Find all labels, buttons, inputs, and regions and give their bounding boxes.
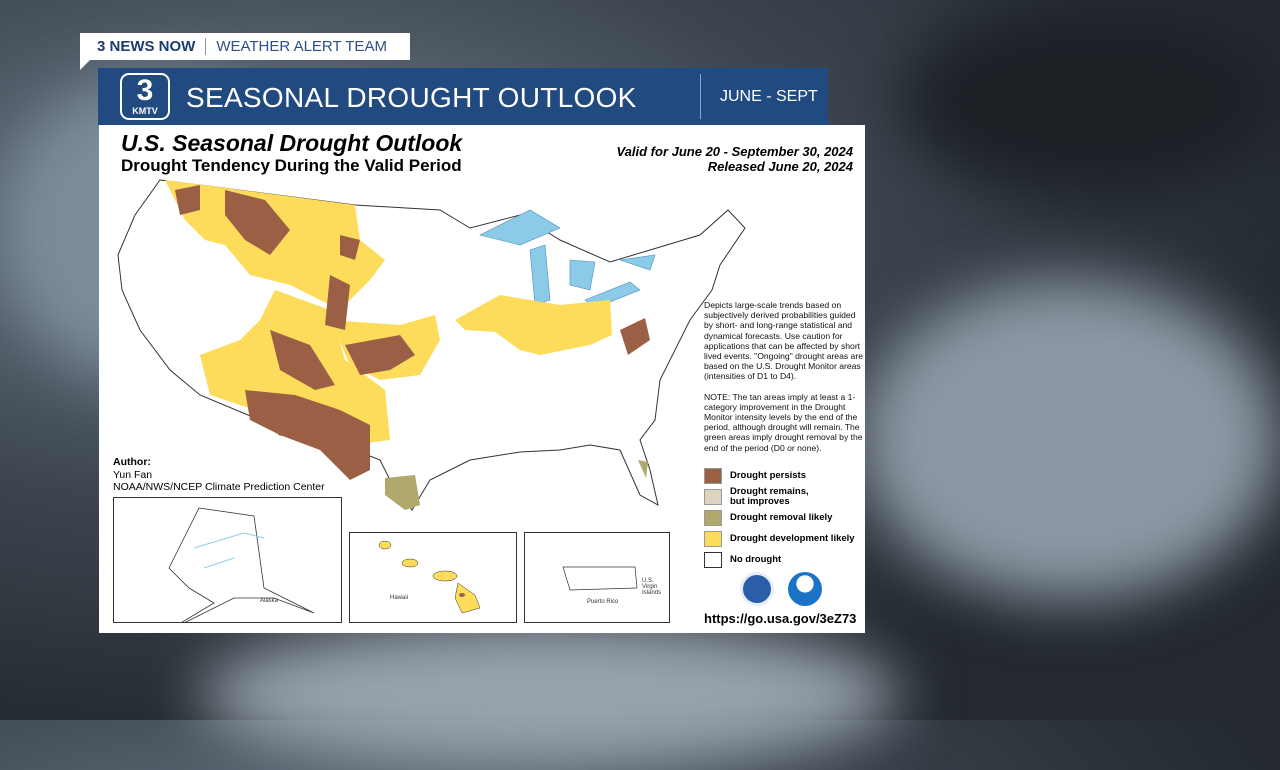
- author-label: Author:: [113, 456, 151, 468]
- legend-swatch: [704, 467, 722, 484]
- legend: Drought persists Drought remains, but im…: [704, 465, 855, 570]
- cloud: [200, 620, 900, 770]
- puerto-rico-shape: [562, 566, 638, 591]
- drought-removal-areas: [385, 460, 648, 510]
- map-description: Depicts large-scale trends based on subj…: [704, 300, 864, 453]
- legend-item: No drought: [704, 549, 855, 570]
- legend-label: Drought development likely: [730, 532, 855, 544]
- great-lakes: [479, 209, 656, 309]
- team-label: WEATHER ALERT TEAM: [216, 38, 387, 55]
- note-text: NOTE: The tan areas imply at least a 1-c…: [704, 391, 863, 453]
- author-org: NOAA/NWS/NCEP Climate Prediction Center: [113, 481, 325, 493]
- legend-swatch: [704, 488, 722, 505]
- puerto-rico-label: Puerto Rico: [587, 599, 619, 605]
- usvi-label: U.S. Virgin Islands: [642, 578, 662, 596]
- legend-swatch: [704, 509, 722, 526]
- valid-period: Valid for June 20 - September 30, 2024: [616, 144, 853, 159]
- hawaii-shape: [378, 540, 481, 614]
- puerto-rico-inset: Puerto Rico U.S. Virgin Islands: [524, 532, 670, 623]
- noaa-logo-icon: [788, 572, 822, 606]
- alaska-inset: Alaska: [113, 497, 342, 634]
- logo-text: KMTV: [132, 106, 158, 116]
- legend-label: Drought removal likely: [730, 511, 833, 523]
- cloud: [900, 0, 1280, 200]
- divider: [205, 38, 207, 55]
- kmtv-logo: 3 KMTV: [120, 73, 170, 120]
- conus-map: [117, 179, 746, 511]
- alaska-shape: [163, 507, 315, 634]
- logo-number: 3: [136, 74, 154, 107]
- alaska-label: Alaska: [260, 598, 279, 604]
- legend-item: Drought remains, but improves: [704, 486, 855, 507]
- legend-swatch: [704, 530, 722, 547]
- title-bar: 3 KMTV SEASONAL DROUGHT OUTLOOK JUNE - S…: [98, 68, 828, 125]
- header-tag: 3 NEWS NOW WEATHER ALERT TEAM: [80, 33, 410, 60]
- date-range: JUNE - SEPT: [720, 88, 818, 105]
- map-subtitle: Drought Tendency During the Valid Period: [121, 156, 462, 175]
- doc-seal-icon: [740, 572, 774, 606]
- legend-label: Drought remains, but improves: [730, 485, 809, 507]
- map-title: U.S. Seasonal Drought Outlook: [121, 130, 463, 156]
- legend-swatch: [704, 551, 722, 568]
- hawaii-inset: Hawaii: [349, 532, 517, 623]
- cloud: [860, 280, 1280, 600]
- legend-item: Drought development likely: [704, 528, 855, 549]
- tag-tail: [80, 60, 90, 70]
- source-url[interactable]: https://go.usa.gov/3eZ73: [704, 611, 857, 626]
- drought-map-panel: U.S. Seasonal Drought Outlook Drought Te…: [99, 125, 865, 634]
- release-date: Released June 20, 2024: [707, 159, 853, 174]
- legend-label: No drought: [730, 553, 782, 565]
- author-block: Author: Yun Fan NOAA/NWS/NCEP Climate Pr…: [113, 456, 325, 494]
- drought-persists-areas: [175, 185, 650, 480]
- author-name: Yun Fan: [113, 468, 153, 481]
- legend-label: Drought persists: [730, 469, 807, 481]
- page-title: SEASONAL DROUGHT OUTLOOK: [186, 82, 637, 113]
- brand-label: 3 NEWS NOW: [97, 38, 196, 55]
- valid-dates: Valid for June 20 - September 30, 2024 R…: [616, 144, 853, 174]
- hawaii-label: Hawaii: [390, 595, 409, 601]
- divider: [700, 74, 701, 119]
- legend-item: Drought persists: [704, 465, 855, 486]
- description-text: Depicts large-scale trends based on subj…: [704, 300, 863, 382]
- legend-item: Drought removal likely: [704, 507, 855, 528]
